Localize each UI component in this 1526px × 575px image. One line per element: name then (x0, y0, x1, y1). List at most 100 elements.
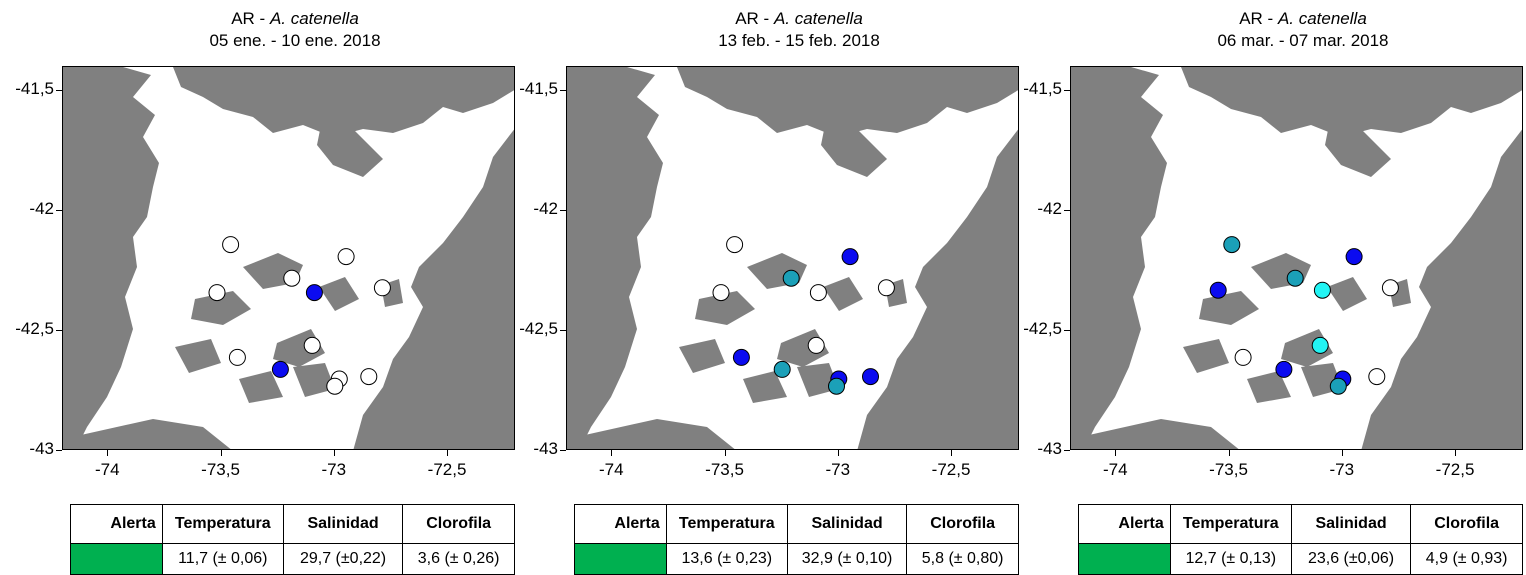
salinity-value: 23,6 (±0,06) (1290, 543, 1412, 575)
header-alerta: Alerta (574, 504, 667, 544)
y-tick-label: -42,5 (1023, 319, 1062, 338)
land-mass (173, 67, 514, 137)
y-tick-label: -41,5 (15, 79, 54, 98)
station-marker (360, 368, 378, 386)
x-tick-label: -73,5 (705, 460, 744, 479)
island (823, 277, 863, 311)
land-mass (567, 67, 663, 449)
island (1327, 277, 1367, 311)
map-date-range: 13 feb. - 15 feb. 2018 (718, 31, 880, 50)
station-marker (1275, 360, 1293, 378)
title-prefix: AR - (735, 9, 774, 28)
y-tick-mark (560, 450, 566, 451)
island (191, 291, 251, 325)
station-marker (807, 336, 825, 354)
land-mass (1361, 129, 1522, 449)
island (695, 291, 755, 325)
y-tick-label: -42 (533, 199, 558, 218)
y-tick-label: -43 (1037, 439, 1062, 458)
station-marker (305, 284, 323, 302)
station-marker (1234, 348, 1252, 366)
station-marker (773, 360, 791, 378)
title-prefix: AR - (1239, 9, 1278, 28)
land-mass (1071, 419, 1239, 449)
y-tick-label: -41,5 (1023, 79, 1062, 98)
land-mass (1181, 67, 1522, 137)
station-marker (1368, 368, 1386, 386)
y-tick-mark (56, 210, 62, 211)
alert-status-cell (70, 543, 163, 575)
island (239, 371, 283, 403)
x-tick-mark (1455, 450, 1457, 456)
map-svg (1071, 67, 1522, 449)
station-marker (828, 377, 845, 395)
map-date-range: 05 ene. - 10 ene. 2018 (209, 31, 381, 50)
station-marker (841, 248, 859, 266)
alert-status-cell (574, 543, 667, 575)
station-marker (877, 279, 895, 297)
land-mass (63, 67, 159, 449)
station-marker (809, 284, 827, 302)
title-species: A. catenella (1277, 9, 1367, 28)
title-prefix: AR - (231, 9, 270, 28)
title-species: A. catenella (773, 9, 863, 28)
island (1183, 339, 1229, 373)
header-alerta: Alerta (1078, 504, 1171, 544)
station-marker (1329, 377, 1347, 395)
x-tick-label: -72,5 (1435, 460, 1475, 479)
x-tick-mark (1228, 450, 1230, 456)
station-marker (373, 279, 391, 297)
x-tick-label: -73 (825, 460, 851, 479)
station-marker (208, 284, 226, 302)
y-tick-mark (56, 450, 62, 451)
station-marker (782, 269, 800, 287)
y-tick-label: -43 (29, 439, 54, 458)
station-marker (712, 284, 730, 302)
y-tick-mark (1064, 450, 1070, 451)
y-tick-mark (1064, 210, 1070, 211)
station-marker (1286, 269, 1304, 287)
header-temperatura: Temperatura (665, 504, 788, 544)
land-mass (353, 129, 514, 449)
island (1199, 291, 1259, 325)
station-marker (1311, 336, 1329, 354)
map-frame (566, 66, 1019, 450)
x-tick-mark (107, 450, 109, 456)
land-mass (821, 115, 887, 177)
map-svg (63, 67, 514, 449)
map-title: AR - A. catenella (564, 8, 1034, 29)
land-mass (63, 419, 231, 449)
alert-status-cell (1078, 543, 1171, 575)
station-marker (862, 368, 879, 386)
map-title: AR - A. catenella (1068, 8, 1526, 29)
header-alerta: Alerta (70, 504, 163, 544)
station-marker (337, 248, 355, 266)
x-tick-label: -73 (1329, 460, 1355, 479)
header-clorofila: Clorofila (1410, 504, 1523, 544)
y-tick-mark (560, 90, 566, 91)
salinity-value: 32,9 (± 0,10) (786, 543, 908, 575)
island (293, 363, 335, 397)
stats-table: Alerta Temperatura Salinidad Clorofila 11,7 … (70, 504, 515, 575)
x-tick-label: -74 (1103, 460, 1128, 479)
x-tick-label: -74 (599, 460, 624, 479)
station-marker (283, 269, 301, 287)
land-mass (857, 129, 1018, 449)
stats-table: Alerta Temperatura Salinidad Clorofila 12,7 … (1078, 504, 1523, 575)
chlorophyll-value: 5,8 (± 0,80) (906, 543, 1019, 575)
station-marker (1313, 281, 1331, 299)
x-tick-mark (333, 450, 335, 456)
header-salinidad: Salinidad (282, 504, 404, 544)
station-marker (1209, 281, 1227, 299)
land-mass (1071, 67, 1167, 449)
land-mass (677, 67, 1018, 137)
map-svg (567, 67, 1018, 449)
map-frame (1070, 66, 1523, 450)
map-title: AR - A. catenella (60, 8, 530, 29)
x-tick-label: -73,5 (1209, 460, 1248, 479)
header-salinidad: Salinidad (1290, 504, 1412, 544)
title-species: A. catenella (269, 9, 359, 28)
header-salinidad: Salinidad (786, 504, 908, 544)
station-marker (1345, 248, 1363, 266)
x-tick-label: -72,5 (427, 460, 467, 479)
